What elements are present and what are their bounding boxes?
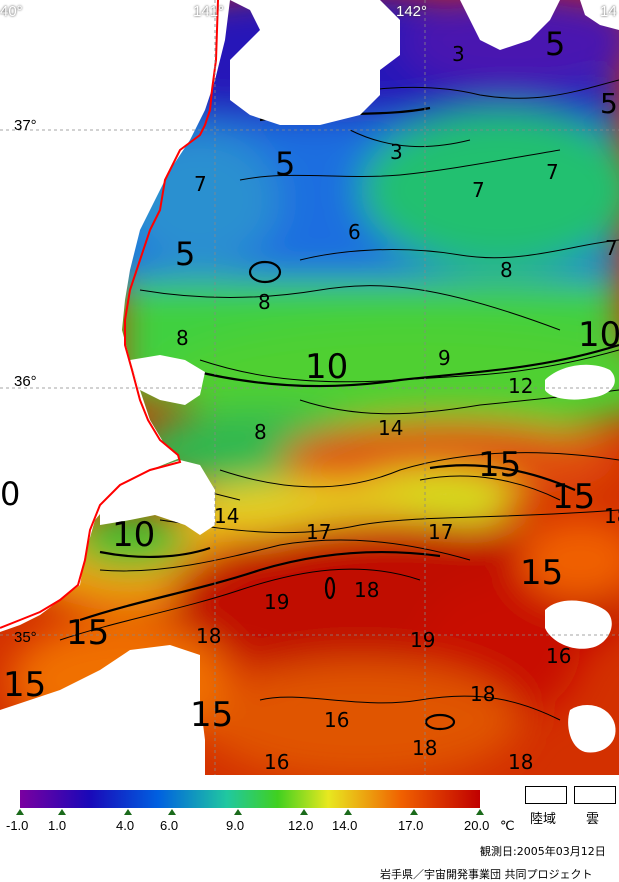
cloud-legend-swatch bbox=[574, 786, 616, 804]
temperature-colorbar bbox=[20, 790, 480, 808]
colorbar-tick bbox=[124, 809, 132, 815]
isotherm-label: 15 bbox=[478, 445, 522, 485]
sst-field bbox=[0, 0, 619, 775]
isotherm-label: 3 bbox=[390, 140, 403, 164]
lon-140-label: 40° bbox=[0, 3, 23, 20]
isotherm-label: 19 bbox=[410, 628, 436, 652]
isotherm-label: 15 bbox=[190, 695, 234, 735]
isotherm-label: 15 bbox=[520, 553, 564, 593]
isotherm-label: 8 bbox=[258, 290, 271, 314]
isotherm-label: 19 bbox=[264, 590, 290, 614]
colorbar-tick bbox=[58, 809, 66, 815]
sea-surface-temperature-map: 40° 141° 142° 14 37° 36° 35° 3 3 5 5 5 5… bbox=[0, 0, 619, 775]
isotherm-label: 0 bbox=[0, 475, 21, 513]
colorbar-tick bbox=[476, 809, 484, 815]
isotherm-label: 5 bbox=[275, 145, 296, 183]
isotherm-label: 15 bbox=[3, 665, 47, 705]
isotherm-label: 18 bbox=[604, 504, 619, 528]
isotherm-label: 10 bbox=[112, 515, 156, 555]
isotherm-label: 10 bbox=[305, 347, 349, 387]
colorbar-tick-label: 12.0 bbox=[288, 818, 314, 833]
colorbar-tick bbox=[16, 809, 24, 815]
colorbar-tick-label: 20.0 bbox=[464, 818, 490, 833]
lon-141-label: 141° bbox=[193, 3, 225, 20]
isotherm-label: 12 bbox=[508, 374, 534, 398]
isotherm-label: 8 bbox=[176, 326, 189, 350]
isotherm-label: 15 bbox=[66, 613, 110, 653]
colorbar-tick-label: 9.0 bbox=[226, 818, 245, 833]
lat-36-label: 36° bbox=[14, 373, 37, 390]
credit-line: 岩手県／宇宙開発事業団 共同プロジェクト bbox=[380, 868, 593, 881]
colorbar-tick bbox=[410, 809, 418, 815]
isotherm-label: 6 bbox=[348, 220, 361, 244]
lat-35-label: 35° bbox=[14, 629, 37, 646]
isotherm-label: 14 bbox=[214, 504, 240, 528]
isotherm-label: 3 bbox=[452, 42, 465, 66]
isotherm-label: 14 bbox=[378, 416, 404, 440]
lat-37-label: 37° bbox=[14, 117, 37, 134]
land-legend-swatch bbox=[525, 786, 567, 804]
land-legend-label: 陸域 bbox=[530, 812, 557, 827]
isotherm-label: 5 bbox=[600, 87, 618, 120]
colorbar-tick-label: 14.0 bbox=[332, 818, 358, 833]
isotherm-label: 17 bbox=[428, 520, 454, 544]
isotherm-label: 16 bbox=[546, 644, 572, 668]
isotherm-label: 18 bbox=[412, 736, 438, 760]
colorbar-tick-label: 17.0 bbox=[398, 818, 424, 833]
isotherm-label: 10 bbox=[578, 315, 619, 355]
isotherm-label: 16 bbox=[324, 708, 350, 732]
isotherm-label: 5 bbox=[545, 25, 566, 63]
colorbar-tick bbox=[344, 809, 352, 815]
isotherm-label: 9 bbox=[438, 346, 451, 370]
isotherm-label: 5 bbox=[175, 235, 196, 273]
colorbar-tick-label: 6.0 bbox=[160, 818, 179, 833]
colorbar-tick-label: -1.0 bbox=[6, 818, 29, 833]
isotherm-label: 7 bbox=[194, 172, 207, 196]
isotherm-label: 7 bbox=[546, 160, 559, 184]
lon-143-label: 14 bbox=[600, 3, 617, 20]
colorbar-tick-label: 4.0 bbox=[116, 818, 135, 833]
isotherm-label: 18 bbox=[196, 624, 222, 648]
colorbar-tick bbox=[234, 809, 242, 815]
isotherm-label: 18 bbox=[470, 682, 496, 706]
colorbar-tick bbox=[168, 809, 176, 815]
isotherm-label: 18 bbox=[354, 578, 380, 602]
isotherm-label: 18 bbox=[508, 750, 534, 774]
isotherm-label: 8 bbox=[500, 258, 513, 282]
colorbar-unit: ℃ bbox=[500, 818, 515, 833]
isotherm-label: 8 bbox=[254, 420, 267, 444]
isotherm-label: 17 bbox=[306, 520, 332, 544]
colorbar-tick-label: 1.0 bbox=[48, 818, 67, 833]
isotherm-label: 7 bbox=[605, 236, 618, 260]
isotherm-label: 7 bbox=[472, 178, 485, 202]
isotherm-label: 15 bbox=[552, 477, 596, 517]
isotherm-label: 16 bbox=[264, 750, 290, 774]
colorbar-tick bbox=[300, 809, 308, 815]
cloud-legend-label: 雲 bbox=[586, 812, 600, 827]
lon-142-label: 142° bbox=[396, 3, 428, 20]
observation-date: 観測日:2005年03月12日 bbox=[480, 845, 606, 858]
